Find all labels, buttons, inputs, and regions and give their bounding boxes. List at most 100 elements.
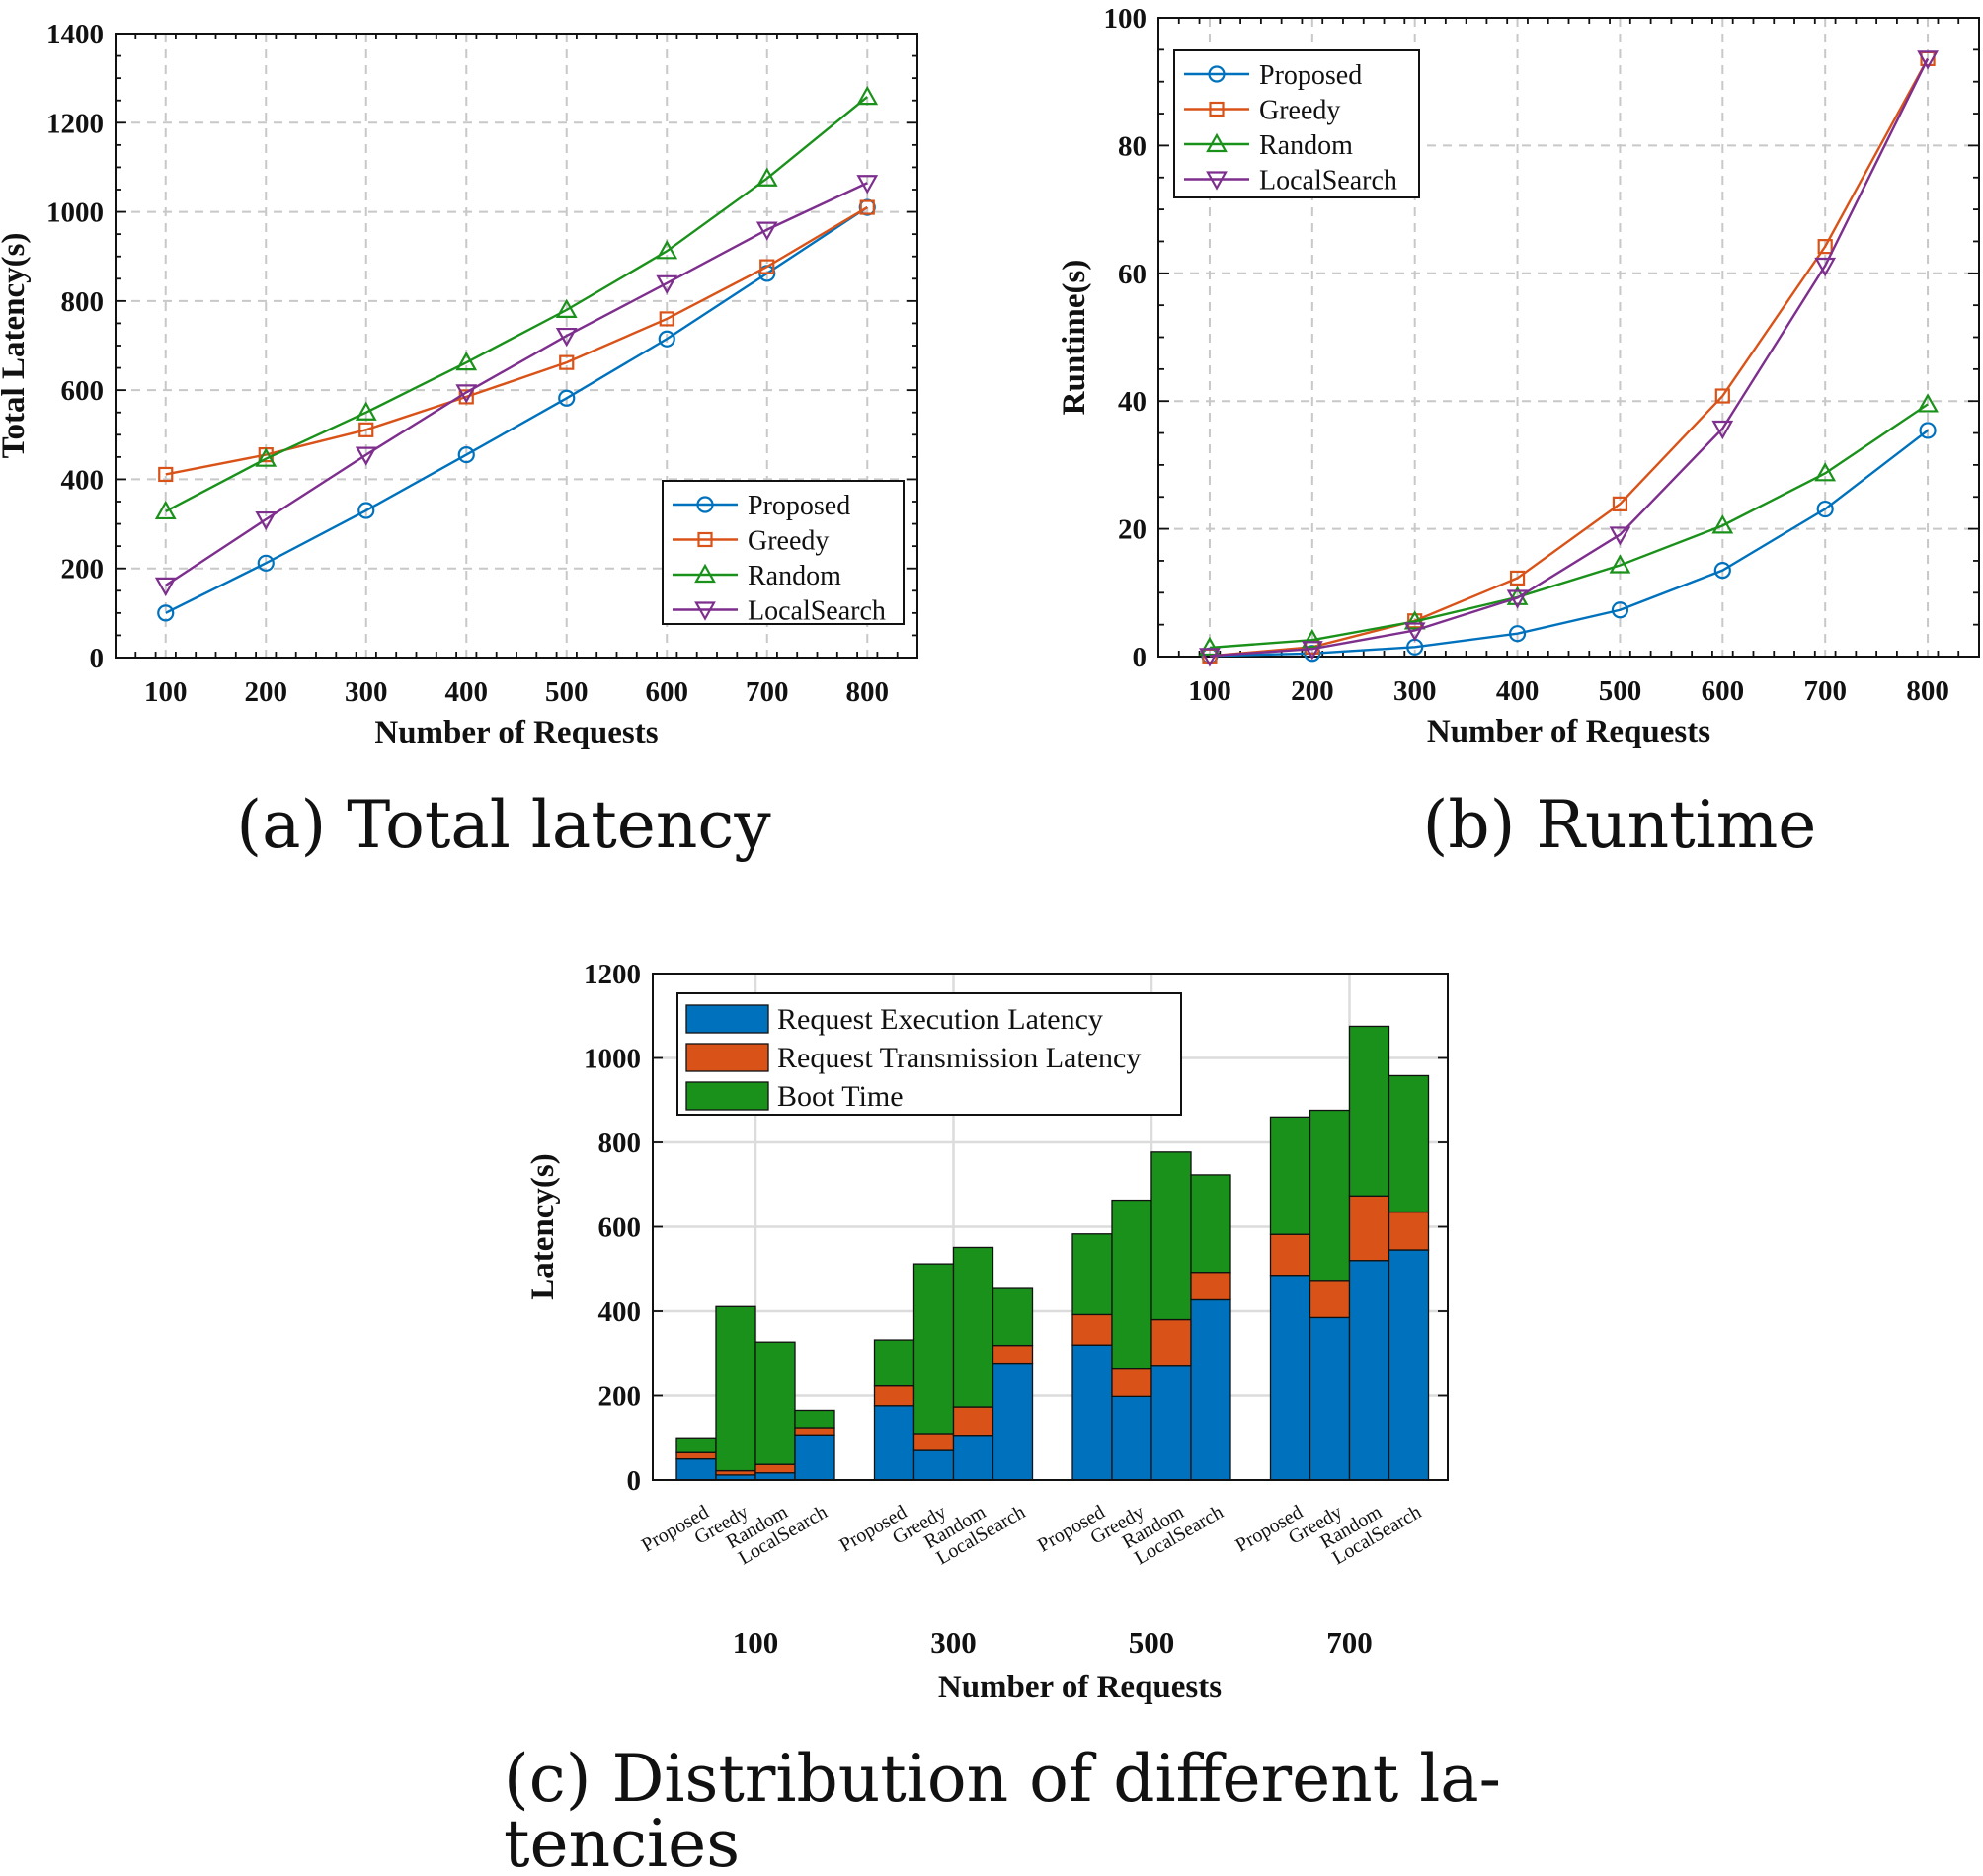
data-point-greedy [358,422,374,437]
legend-label-boot: Boot Time [777,1080,904,1113]
bar-segment-boot [912,1263,955,1435]
y-tick-label: 1200 [584,959,641,990]
bar-segment-boot [794,1409,835,1429]
bar-segment-exec [952,1435,994,1481]
data-point-greedy [659,311,674,327]
x-tick-label: 600 [646,676,689,708]
x-tick-label: 400 [1496,675,1540,707]
legend-label-greedy: Greedy [748,526,829,557]
legend-label-greedy: Greedy [1259,96,1340,126]
bar-segment-trans [754,1463,796,1474]
data-point-proposed [1816,500,1834,518]
legend-label-localsearch: LocalSearch [1259,166,1397,196]
y-tick-label: 0 [1133,642,1148,673]
data-point-localsearch [1609,526,1631,546]
y-tick-label: 200 [598,1381,642,1413]
chart-total-latency: 100 200 300 400 500 600 700 800 0 200 400 600 800 100… [0,19,918,750]
y-tick-label: 1000 [584,1044,641,1075]
bar-segment-boot [754,1341,796,1465]
x-tick-label: 600 [1702,675,1745,707]
data-point-localsearch [555,327,578,348]
data-point-greedy [859,199,875,215]
data-point-random [355,401,377,421]
bar-segment-trans [794,1427,835,1436]
data-point-random [656,240,678,260]
x-tick-label: 800 [1906,675,1949,707]
caption-c-line2: tencies [504,1806,740,1876]
bar-segment-boot [1348,1025,1390,1197]
bar-segment-boot [1269,1116,1311,1235]
y-tick-label: 800 [598,1128,642,1159]
series-line-greedy [1209,57,1930,658]
series-line-greedy [165,206,868,476]
caption-b: (b) Runtime [1423,787,1817,863]
x-tick-label: 700 [1803,675,1847,707]
data-point-proposed [457,446,475,464]
legend: Proposed Greedy Random LocalSearch [662,480,905,627]
data-point-greedy [158,466,174,483]
data-point-random [1609,554,1631,574]
bar-segment-trans [675,1451,717,1460]
bar-segment-trans [1348,1195,1390,1262]
legend-marker-localsearch [694,601,716,621]
bar-segment-trans [1190,1272,1231,1301]
bar-segment-boot [992,1287,1034,1347]
legend-marker-random [694,563,716,584]
x-tick-label: 100 [144,676,188,708]
data-point-random [255,447,278,467]
data-point-localsearch [1814,257,1837,277]
data-point-localsearch [355,446,377,466]
y-axis-label: Latency(s) [525,1153,561,1299]
bar-segment-trans [992,1344,1034,1365]
bar-segment-trans [1269,1233,1311,1277]
legend: Request Execution Latency Request Transmi… [676,992,1182,1116]
x-tick-label: 200 [1291,675,1334,707]
data-point-random [1403,610,1426,630]
data-point-localsearch [154,577,177,597]
legend-label-random: Random [748,561,841,591]
legend: Proposed Greedy Random LocalSearch [1173,49,1420,198]
bar-segment-exec [1150,1365,1192,1481]
legend-marker-random [1206,132,1228,153]
legend-swatch-boot [685,1081,769,1111]
data-point-proposed [257,554,275,572]
data-point-greedy [1714,388,1730,404]
y-tick-label: 100 [1104,3,1148,35]
bar-segment-boot [1388,1074,1430,1213]
chart-runtime: 100 200 300 400 500 600 700 800 0 20 40 60 80 100 Numb… [1057,3,1980,749]
bar-segment-exec [1348,1260,1390,1481]
data-point-random [1711,514,1734,534]
data-point-random [1814,462,1837,482]
data-point-random [1301,628,1323,649]
x-axis-label: Number of Requests [938,1670,1222,1705]
bar-segment-boot [1309,1109,1351,1282]
series-line-random [165,96,869,512]
bar-segment-boot [873,1339,915,1387]
y-tick-label: 0 [627,1465,642,1497]
y-tick-label: 200 [61,554,105,586]
group-label: 500 [1129,1625,1175,1660]
y-tick-label: 800 [61,286,105,318]
data-point-random [1199,636,1221,657]
bar-segment-exec [754,1472,796,1481]
legend-marker-proposed [696,496,714,513]
bar-segment-boot [952,1246,994,1408]
bar-segment-boot [675,1437,717,1453]
bar-segment-exec [1190,1298,1231,1481]
caption-c-line1: (c) Distribution of different la- [504,1741,1501,1817]
bar-segment-exec [992,1362,1034,1481]
x-tick-label: 100 [1188,675,1231,707]
bar-segment-trans [1150,1318,1192,1367]
data-point-localsearch [1301,641,1323,661]
data-point-random [1917,393,1939,413]
bar-segment-exec [1269,1275,1311,1481]
group-label: 300 [930,1625,977,1660]
series-line-localsearch [1209,57,1930,658]
data-point-random [755,167,778,187]
bar-segment-trans [912,1433,955,1451]
data-point-proposed [558,389,576,407]
data-point-proposed [658,330,675,348]
data-point-random [154,500,177,520]
data-point-proposed [1508,625,1527,643]
data-point-random [555,298,578,318]
